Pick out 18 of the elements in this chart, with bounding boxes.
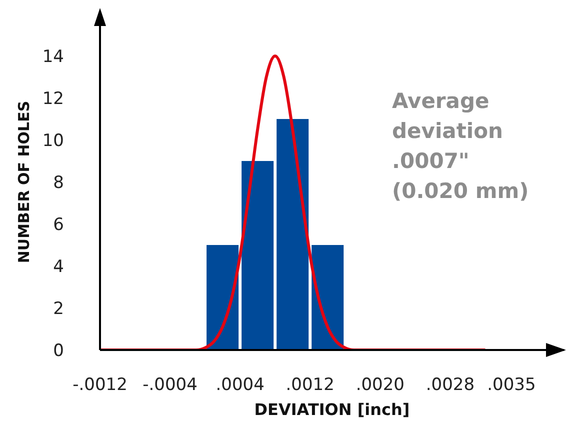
x-tick-label: .0028: [426, 375, 475, 396]
x-tick-label: .0004: [216, 375, 264, 396]
y-tick-label: 0: [53, 341, 64, 362]
x-tick-label: -.0012: [72, 375, 128, 396]
y-tick-label: 14: [42, 47, 64, 68]
x-tick-label: .0035: [487, 375, 536, 396]
y-tick-label: 4: [53, 257, 64, 278]
x-tick-label: .0012: [286, 375, 334, 396]
x-tick-label: -.0004: [142, 375, 198, 396]
y-tick-label: 8: [53, 173, 64, 194]
x-axis-title: DEVIATION [inch]: [254, 400, 410, 419]
y-tick-label: 2: [53, 299, 64, 320]
annotation: Average deviation .0007" (0.020 mm): [392, 88, 530, 205]
y-tick-label: 12: [42, 89, 64, 110]
y-tick-label: 10: [42, 131, 64, 152]
y-tick-label: 6: [53, 215, 64, 236]
y-axis-title: NUMBER OF HOLES: [15, 100, 33, 264]
x-tick-label: .0020: [356, 375, 404, 396]
